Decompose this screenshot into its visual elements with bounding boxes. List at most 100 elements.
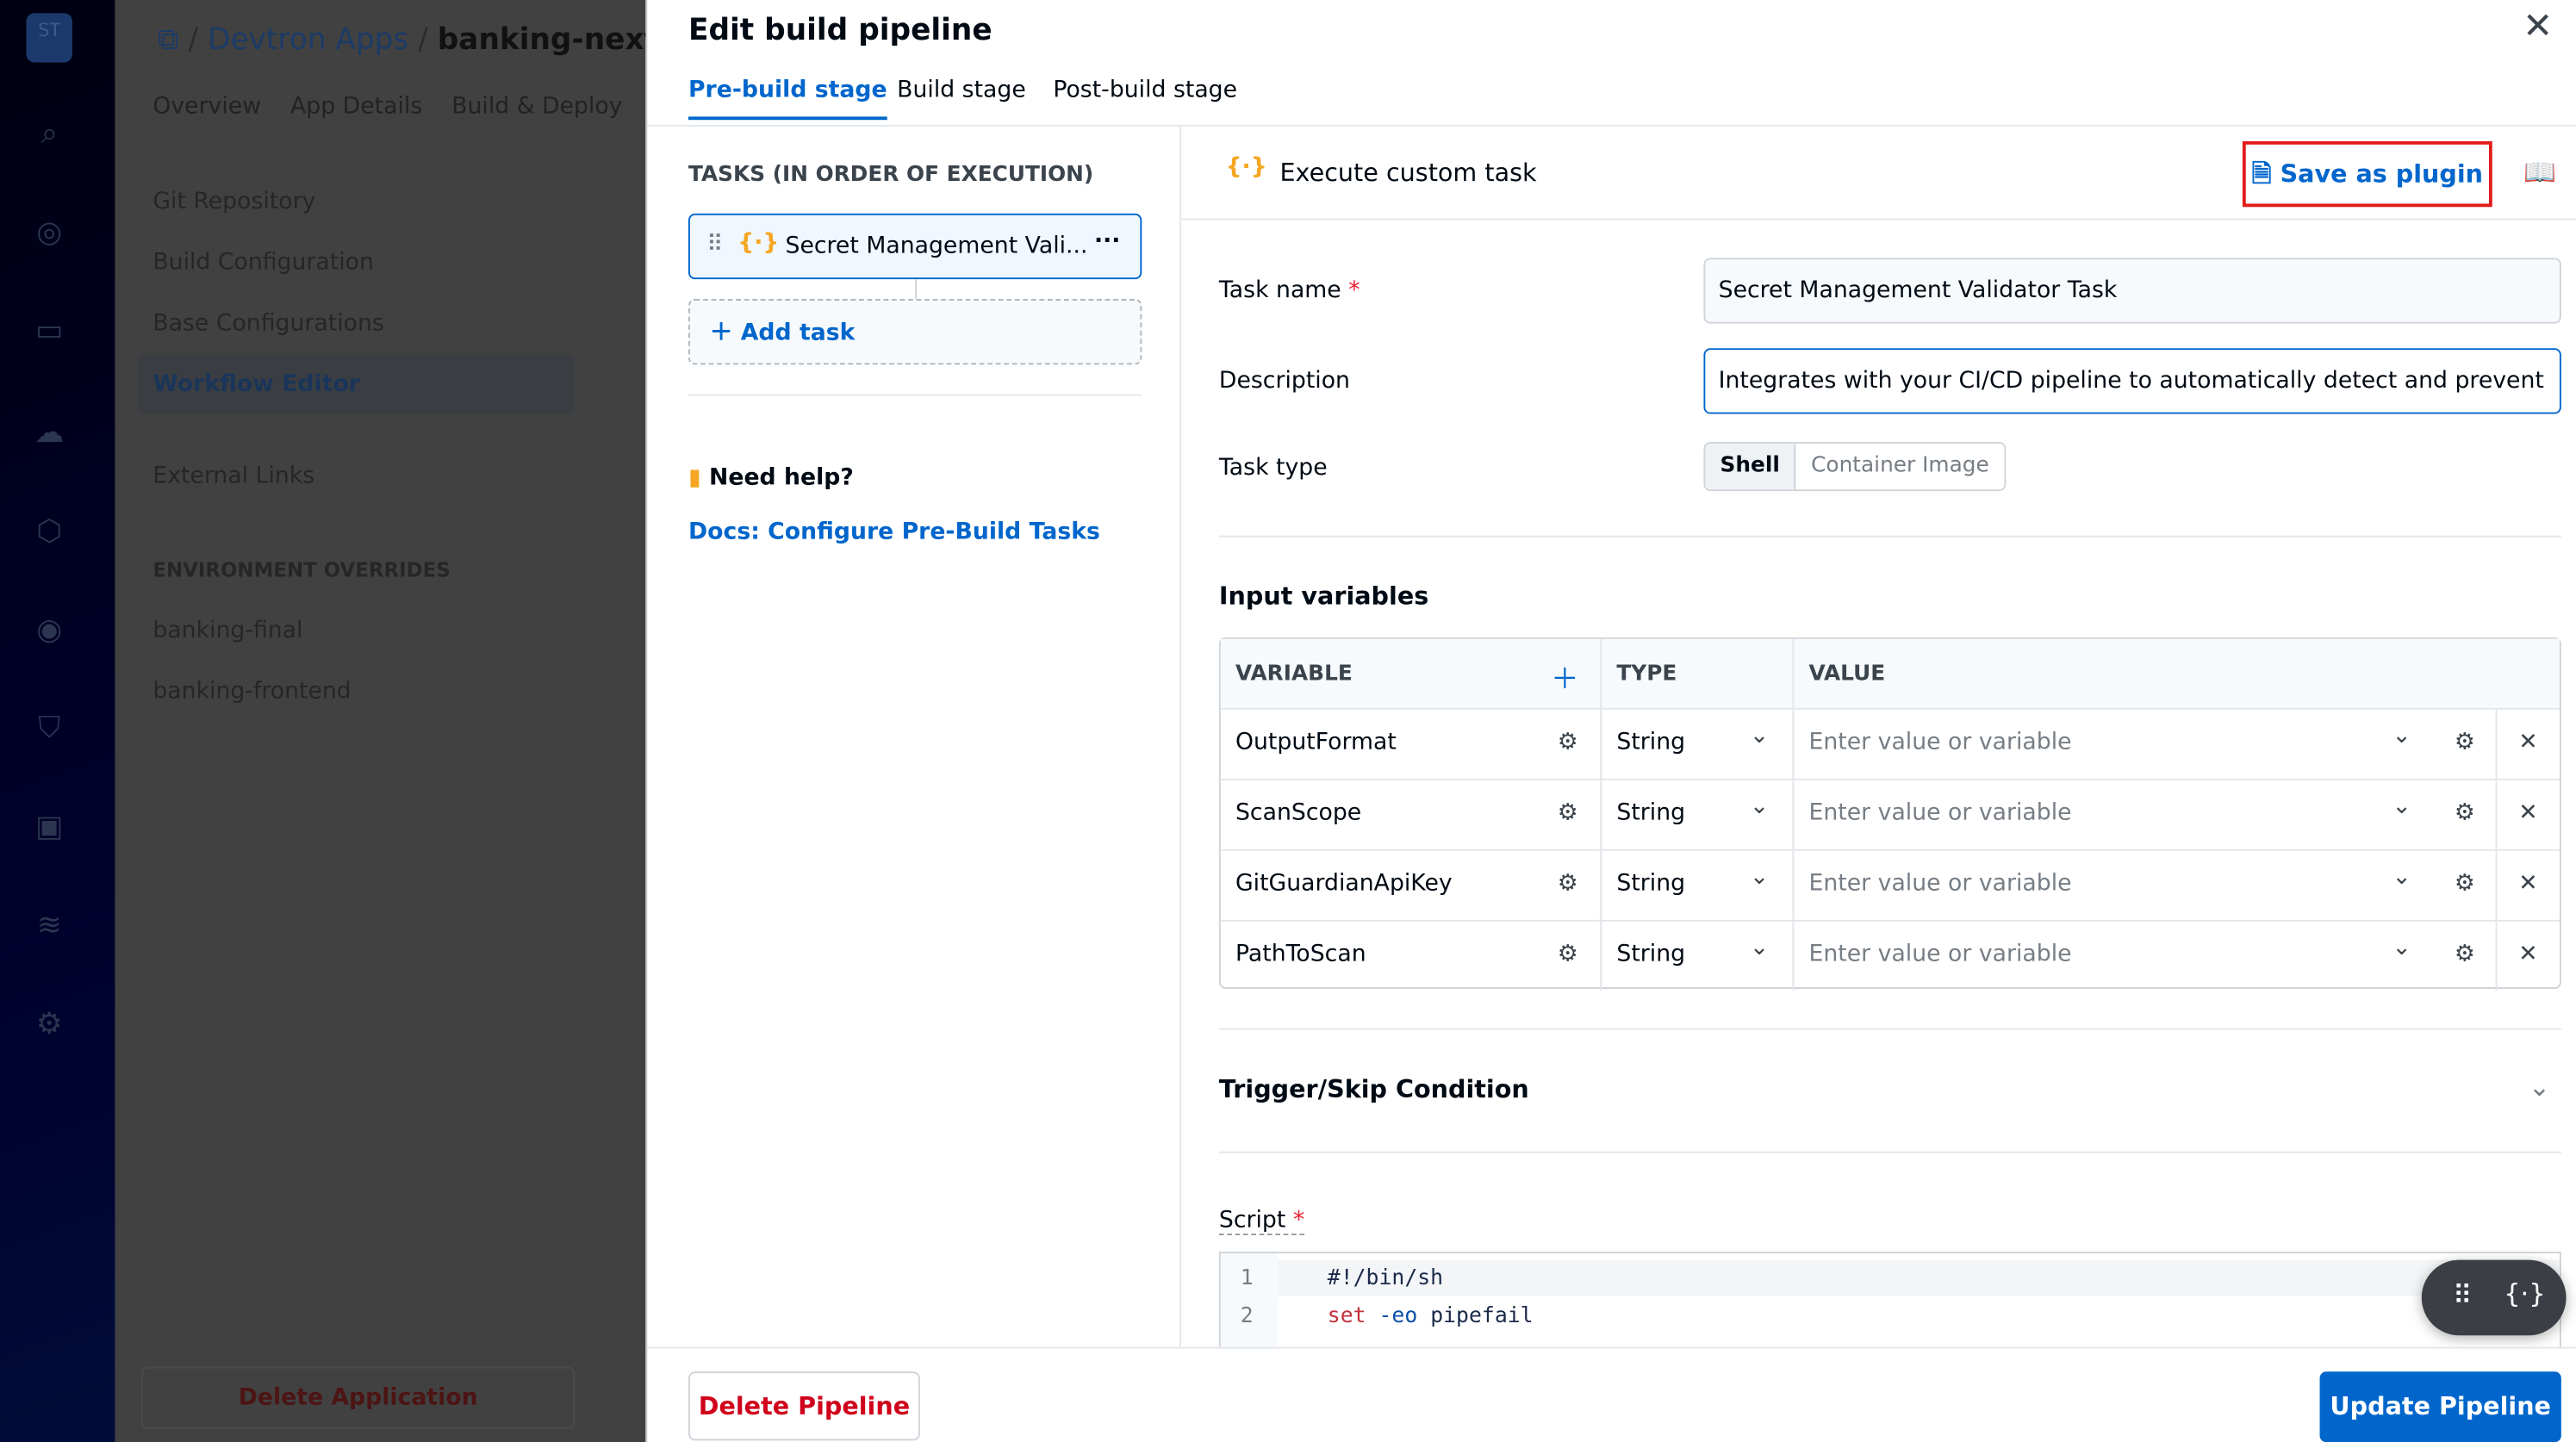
save-as-plugin-button[interactable]: 🗎 Save as plugin	[2242, 140, 2492, 208]
globe-icon[interactable]: ◎	[36, 214, 63, 250]
chevron-down-icon[interactable]: ⌄	[1749, 864, 1770, 891]
variable-settings-icon[interactable]: ⚙	[1557, 870, 1578, 898]
add-variable-icon[interactable]: ＋	[1551, 663, 1579, 697]
variable-settings-icon[interactable]: ⚙	[1557, 941, 1578, 968]
variable-name[interactable]: PathToScan	[1235, 941, 1366, 968]
tasks-header: TASKS (IN ORDER OF EXECUTION)	[688, 162, 1094, 188]
chevron-down-icon[interactable]: ⌄	[1749, 723, 1770, 749]
table-row: GitGuardianApiKey ⚙ String ⌄ Enter value…	[1220, 848, 2560, 920]
value-settings-icon[interactable]: ⚙	[2454, 870, 2475, 898]
line-number: 1	[1240, 1266, 1254, 1291]
value-settings-icon[interactable]: ⚙	[2454, 799, 2475, 827]
task-item[interactable]: ⠿ {·} Secret Management Vali... ···	[688, 213, 1142, 280]
custom-task-icon: {·}	[1225, 154, 1267, 181]
drag-handle-icon[interactable]: ⠿	[2453, 1279, 2473, 1311]
variable-name[interactable]: ScanScope	[1235, 799, 1362, 827]
description-input[interactable]: Integrates with your CI/CD pipeline to a…	[1703, 348, 2561, 414]
chevron-down-icon[interactable]: ⌄	[1749, 793, 1770, 820]
type-select[interactable]: String	[1616, 729, 1686, 756]
value-settings-icon[interactable]: ⚙	[2454, 729, 2475, 756]
task-name-input[interactable]: Secret Management Validator Task	[1703, 258, 2561, 324]
divider	[1181, 218, 2576, 221]
update-pipeline-button[interactable]: Update Pipeline	[2319, 1371, 2561, 1442]
delete-variable-icon[interactable]: ✕	[2518, 870, 2538, 898]
value-input[interactable]: Enter value or variable	[1808, 870, 2072, 898]
modal-title: Edit build pipeline	[688, 13, 992, 48]
chevron-down-icon[interactable]: ⌄	[2528, 1071, 2551, 1103]
variables-icon[interactable]: {·}	[2504, 1277, 2546, 1309]
divider	[688, 394, 1142, 396]
chevron-down-icon[interactable]: ⌄	[2392, 864, 2411, 891]
footer-divider	[647, 1346, 2576, 1349]
menu-git-repository[interactable]: Git Repository	[152, 189, 316, 215]
type-select[interactable]: String	[1616, 870, 1686, 898]
value-input[interactable]: Enter value or variable	[1808, 941, 2072, 968]
database-icon[interactable]: ≋	[36, 908, 62, 943]
type-select[interactable]: String	[1616, 941, 1686, 968]
value-input[interactable]: Enter value or variable	[1808, 729, 2072, 756]
menu-external-links[interactable]: External Links	[152, 463, 315, 490]
menu-workflow-editor[interactable]: Workflow Editor	[152, 370, 360, 398]
cloud-icon[interactable]: ☁	[34, 415, 65, 451]
trigger-skip-condition-toggle[interactable]: Trigger/Skip Condition	[1218, 1074, 1529, 1104]
custom-task-icon: {·}	[737, 229, 780, 257]
variable-settings-icon[interactable]: ⚙	[1557, 729, 1578, 756]
chevron-down-icon[interactable]: ⌄	[2392, 723, 2411, 749]
script-editor[interactable]: 1 #!/bin/sh 2 set -eo pipefail	[1218, 1252, 2561, 1347]
shield-icon[interactable]: ⛉	[38, 711, 61, 746]
value-input[interactable]: Enter value or variable	[1808, 799, 2072, 827]
divider	[1218, 535, 2561, 538]
tab-build-deploy[interactable]: Build & Deploy	[451, 93, 623, 121]
env-overrides-header: ENVIRONMENT OVERRIDES	[152, 558, 451, 582]
value-settings-icon[interactable]: ⚙	[2454, 941, 2475, 968]
package-icon[interactable]: ⬡	[36, 513, 63, 549]
more-options-icon[interactable]: ···	[1093, 228, 1121, 255]
divider	[1179, 126, 1182, 1347]
tab-overview[interactable]: Overview	[152, 93, 262, 121]
gear-icon[interactable]: ⚙	[35, 1006, 63, 1041]
env-banking-final[interactable]: banking-final	[152, 617, 303, 644]
edit-pipeline-modal: Edit build pipeline ✕ Pre-build stage Bu…	[645, 0, 2576, 1442]
drag-handle-icon[interactable]: ⠿	[706, 231, 724, 258]
save-icon: 🗎	[2251, 158, 2272, 190]
delete-variable-icon[interactable]: ✕	[2518, 799, 2538, 827]
variable-settings-icon[interactable]: ⚙	[1557, 799, 1578, 827]
description-label: Description	[1218, 368, 1350, 395]
delete-application-button[interactable]: Delete Application	[140, 1366, 576, 1430]
eye-icon[interactable]: ◉	[36, 612, 63, 648]
plus-icon: ＋	[709, 320, 733, 347]
add-task-button[interactable]: ＋ Add task	[688, 299, 1142, 365]
col-header-type: TYPE	[1616, 662, 1677, 687]
script-label: Script *	[1218, 1207, 1305, 1235]
menu-base-configurations[interactable]: Base Configurations	[152, 310, 384, 337]
menu-build-configuration[interactable]: Build Configuration	[152, 249, 374, 277]
chevron-down-icon[interactable]: ⌄	[1749, 935, 1770, 961]
book-open-icon[interactable]: 📖	[2523, 156, 2556, 188]
monitor-icon[interactable]: ▭	[34, 314, 64, 349]
chevron-down-icon[interactable]: ⌄	[2392, 935, 2411, 961]
close-icon[interactable]: ✕	[2523, 6, 2554, 48]
breadcrumb-root[interactable]: Devtron Apps	[208, 22, 409, 58]
docs-link[interactable]: Docs: Configure Pre-Build Tasks	[688, 519, 1100, 546]
task-type-label: Task type	[1218, 455, 1328, 482]
col-header-variable: VARIABLE	[1235, 662, 1353, 687]
task-type-container-image[interactable]: Container Image	[1811, 453, 1989, 478]
delete-pipeline-button[interactable]: Delete Pipeline	[688, 1371, 920, 1441]
task-type-shell[interactable]: Shell	[1705, 443, 1796, 490]
delete-variable-icon[interactable]: ✕	[2518, 729, 2538, 756]
tab-post-build-stage[interactable]: Post-build stage	[1053, 77, 1238, 104]
org-logo[interactable]: ST	[26, 13, 72, 63]
variable-name[interactable]: GitGuardianApiKey	[1235, 870, 1453, 898]
robot-icon[interactable]: ▣	[34, 810, 64, 845]
chevron-down-icon[interactable]: ⌄	[2392, 793, 2411, 820]
delete-variable-icon[interactable]: ✕	[2518, 941, 2538, 968]
variable-name[interactable]: OutputFormat	[1235, 729, 1397, 756]
tab-app-details[interactable]: App Details	[290, 93, 423, 121]
line-number: 2	[1240, 1304, 1254, 1329]
env-banking-frontend[interactable]: banking-frontend	[152, 678, 352, 705]
tab-build-stage[interactable]: Build stage	[897, 77, 1026, 104]
search-icon[interactable]: ⌕	[40, 116, 58, 152]
table-row: PathToScan ⚙ String ⌄ Enter value or var…	[1220, 919, 2560, 991]
tab-pre-build-stage[interactable]: Pre-build stage	[688, 78, 887, 121]
type-select[interactable]: String	[1616, 799, 1686, 827]
